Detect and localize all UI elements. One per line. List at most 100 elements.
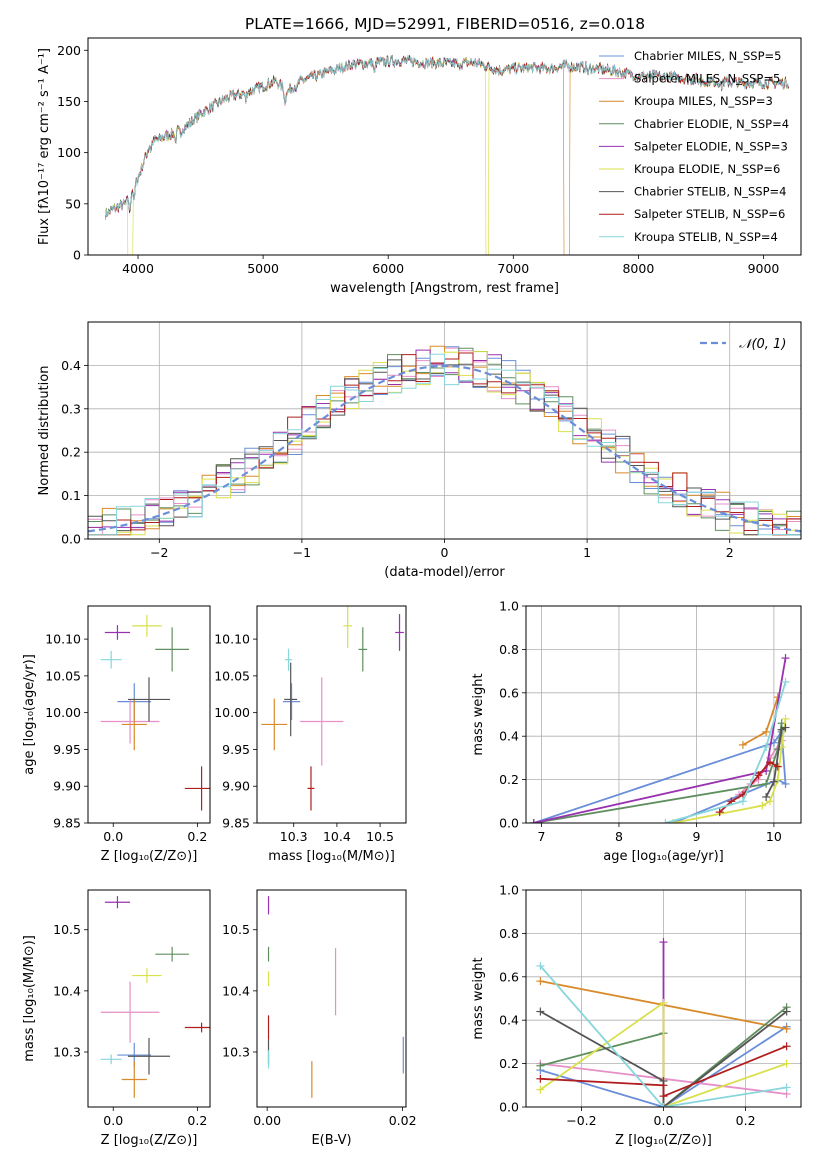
y-axis-label: Normed distribution: [37, 366, 52, 496]
plot-area: [88, 345, 801, 539]
weight-marker: [762, 727, 771, 736]
y-tick-label: 10.4: [222, 983, 250, 998]
error-point: [121, 1061, 147, 1098]
y-tick-label: 9.85: [222, 816, 250, 831]
axes-frame: [525, 605, 802, 824]
panel-weight-vs-Z: −0.2 0.0 0.2 0.0 0.2 0.4 0.6 0.8 1.0 Z [log₁₀(Z/Z…: [471, 883, 802, 1148]
plot-area: [529, 654, 790, 823]
x-tick-label: −0.2: [566, 1113, 596, 1128]
weight-marker: [738, 740, 747, 749]
legend: 𝒩(0, 1): [700, 337, 786, 352]
y-tick-label: 9.95: [53, 742, 81, 757]
legend-label: 𝒩(0, 1): [739, 337, 786, 352]
x-tick-label: −2: [150, 545, 168, 560]
weight-marker: [762, 792, 771, 801]
weight-marker: [529, 819, 538, 823]
x-tick-label: 0.00: [253, 1113, 281, 1128]
plot-area: [105, 54, 789, 255]
y-tick-label: 0.4: [499, 1013, 519, 1028]
weight-marker: [781, 723, 790, 732]
y-tick-label: 0.6: [499, 969, 519, 984]
weight-marker: [659, 1081, 668, 1090]
error-point: [307, 766, 315, 811]
x-tick-label: 0.02: [389, 1113, 417, 1128]
y-tick-label: 0.4: [61, 358, 81, 373]
weight-marker: [781, 714, 790, 723]
weight-marker: [782, 1007, 791, 1016]
y-tick-label: 50: [65, 196, 81, 211]
y-tick-label: 0.1: [61, 488, 81, 503]
weight-line: [765, 726, 786, 798]
y-tick-label: 200: [57, 43, 81, 58]
normal-reference-curve: [88, 364, 801, 533]
weight-line: [540, 1045, 787, 1098]
weight-marker: [762, 779, 771, 788]
y-tick-label: 9.95: [222, 742, 250, 757]
y-tick-label: 10.00: [214, 705, 250, 720]
x-axis-label: age [log₁₀(age/yr)]: [603, 849, 724, 864]
error-point: [343, 606, 353, 648]
y-tick-label: 0.0: [499, 816, 519, 831]
error-point: [100, 699, 160, 744]
axes-frame: [256, 889, 407, 1108]
y-tick-label: 150: [57, 94, 81, 109]
weight-marker: [536, 1085, 545, 1094]
y-axis-label: mass weight: [471, 673, 486, 755]
histogram-step: [88, 353, 801, 539]
y-tick-label: 10.05: [45, 668, 81, 683]
weight-marker: [769, 777, 778, 786]
weight-marker: [738, 797, 747, 806]
y-tick-label: 9.90: [53, 779, 81, 794]
error-point: [395, 614, 404, 651]
legend-label: Kroupa MILES, N_SSP=3: [634, 94, 773, 108]
error-point: [300, 677, 344, 766]
panel-mass-vs-EBV: 0.00 0.02 10.3 10.4 10.5 E(B-V): [222, 889, 417, 1148]
error-point: [155, 627, 189, 672]
y-tick-label: 0.6: [499, 685, 519, 700]
weight-marker: [536, 1074, 545, 1083]
y-tick-label: 10.10: [214, 632, 250, 647]
y-tick-label: 100: [57, 145, 81, 160]
plot-area: [100, 896, 210, 1098]
error-point: [100, 650, 122, 669]
legend-label: Chabrier MILES, N_SSP=5: [634, 49, 781, 63]
y-tick-label: 0: [73, 248, 81, 263]
x-tick-label: 6000: [372, 261, 404, 276]
weight-marker: [766, 797, 775, 806]
x-tick-label: 9000: [748, 261, 780, 276]
weight-marker: [782, 1042, 791, 1051]
y-axis-label: mass weight: [471, 957, 486, 1039]
spectrum-line: [105, 54, 789, 220]
axes-frame: [87, 605, 211, 824]
y-tick-label: 10.00: [45, 705, 81, 720]
legend-label: Chabrier STELIB, N_SSP=4: [634, 185, 786, 199]
panel-residuals: 𝒩(0, 1) −2 −1 0 1 2 0.0 0.1 0.2 0.3 0.4 (data-model…: [37, 321, 802, 580]
weight-line: [665, 681, 787, 823]
y-tick-label: 0.2: [61, 445, 81, 460]
chart-title: PLATE=1666, MJD=52991, FIBERID=0516, z=0…: [245, 15, 645, 33]
x-tick-label: 0.2: [187, 1113, 207, 1128]
x-tick-label: 0.0: [103, 829, 123, 844]
y-axis-label: mass [log₁₀(M/M⊙)]: [22, 935, 37, 1062]
legend-label: Kroupa ELODIE, N_SSP=6: [634, 162, 780, 176]
error-point: [155, 946, 189, 962]
error-point: [261, 698, 288, 751]
x-tick-label: 0.2: [736, 1113, 756, 1128]
error-point: [285, 648, 292, 671]
y-axis-label: age [log₁₀(age/yr)]: [22, 654, 37, 775]
x-tick-label: 2: [726, 545, 734, 560]
weight-marker: [754, 771, 763, 780]
weight-line: [533, 723, 783, 823]
x-axis-label: (data-model)/error: [384, 565, 505, 580]
y-tick-label: 1.0: [499, 599, 519, 614]
axes-frame: [87, 889, 211, 1108]
weight-marker: [782, 1059, 791, 1068]
panel-weight-vs-age: 7 8 9 10 0.0 0.2 0.4 0.6 0.8 1.0 age [log₁₀(age/yr…: [471, 599, 802, 864]
weight-marker: [536, 961, 545, 970]
weight-marker: [659, 938, 668, 947]
weight-marker: [773, 762, 782, 771]
weight-marker: [781, 654, 790, 663]
error-point: [127, 1037, 171, 1075]
y-tick-label: 0.2: [499, 772, 519, 787]
